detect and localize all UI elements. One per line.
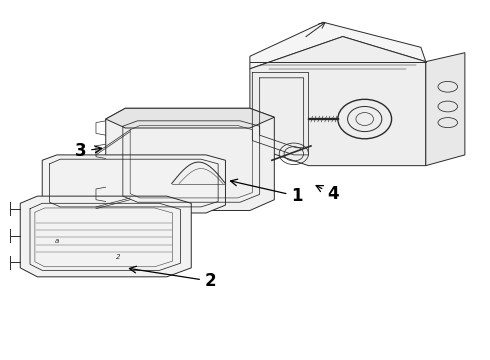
Text: a: a — [55, 238, 59, 244]
Text: 3: 3 — [74, 142, 101, 160]
Text: 1: 1 — [230, 179, 303, 205]
Polygon shape — [426, 53, 465, 166]
Text: 2: 2 — [129, 266, 217, 290]
Polygon shape — [20, 196, 191, 277]
Text: 4: 4 — [316, 185, 339, 203]
Polygon shape — [172, 162, 225, 184]
Polygon shape — [250, 22, 426, 69]
Polygon shape — [106, 108, 274, 128]
Polygon shape — [106, 108, 274, 211]
Polygon shape — [250, 37, 426, 166]
Text: 2: 2 — [116, 254, 120, 260]
Polygon shape — [42, 155, 225, 213]
